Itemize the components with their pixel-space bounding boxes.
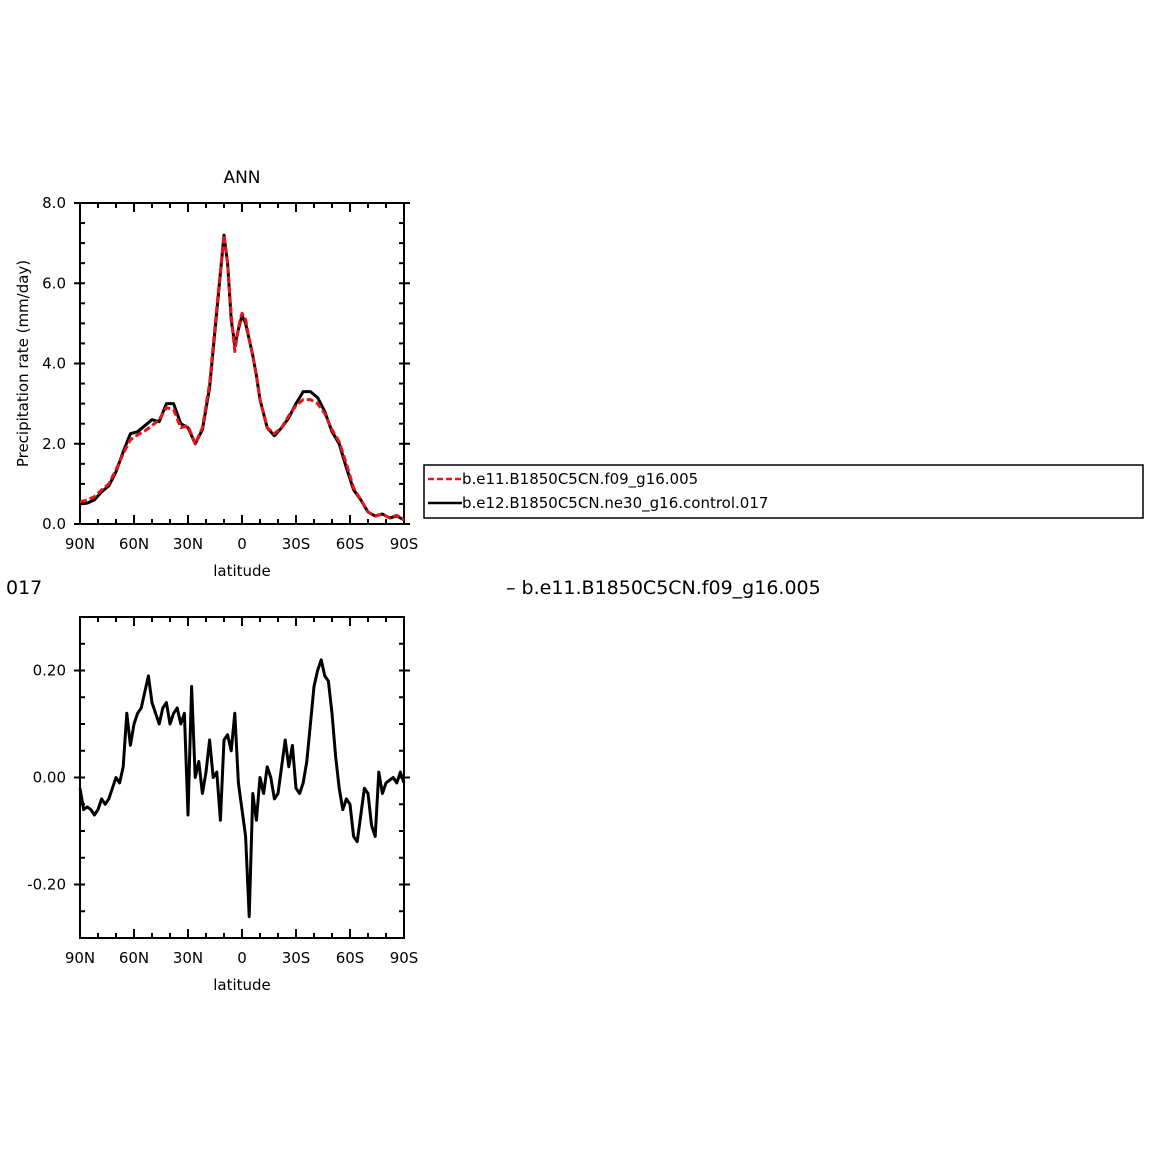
x-tick-label: 90N bbox=[65, 949, 95, 967]
x-tick-label: 30S bbox=[282, 535, 311, 553]
y-tick-label: 8.0 bbox=[42, 194, 66, 212]
top-chart-panel: ANN 90N 60N 30N 0 30S 60S 90S 0.0 2.0 4.0 6.0 8.0 lat… bbox=[14, 168, 418, 580]
plot-frame bbox=[79, 616, 405, 939]
series-line-1 bbox=[79, 233, 405, 522]
bottom-title-fragment-right: – b.e11.B1850C5CN.f09_g16.005 bbox=[506, 577, 821, 599]
legend-label-2: b.e12.B1850C5CN.ne30_g16.control.017 bbox=[462, 494, 768, 513]
x-tick-label: 30S bbox=[282, 949, 311, 967]
x-tick-label: 0 bbox=[237, 949, 247, 967]
x-tick-label: 30N bbox=[173, 949, 203, 967]
y-tick-label: 6.0 bbox=[42, 274, 66, 292]
x-tick-label: 60N bbox=[119, 949, 149, 967]
y-tick-label: 4.0 bbox=[42, 355, 66, 373]
series-line-1 bbox=[78, 658, 406, 919]
legend: b.e11.B1850C5CN.f09_g16.005 b.e12.B1850C… bbox=[423, 464, 1144, 519]
x-tick-label: 60S bbox=[336, 949, 365, 967]
x-tick-label: 60N bbox=[119, 535, 149, 553]
y-tick-label: -0.20 bbox=[27, 876, 66, 894]
y-tick-label: 0.0 bbox=[42, 515, 66, 533]
y-axis-label: Precipitation rate (mm/day) bbox=[14, 260, 32, 467]
legend-box bbox=[423, 464, 1144, 519]
x-tick-label: 90S bbox=[390, 535, 419, 553]
y-tick-label: 0.20 bbox=[33, 662, 66, 680]
x-axis-label: latitude bbox=[213, 976, 271, 994]
x-tick-label: 90S bbox=[390, 949, 419, 967]
x-tick-label: 90N bbox=[65, 535, 95, 553]
plot-frame bbox=[79, 202, 405, 525]
chart-title: ANN bbox=[223, 168, 260, 188]
series-line-2 bbox=[79, 233, 405, 522]
x-tick-label: 60S bbox=[336, 535, 365, 553]
y-tick-label: 2.0 bbox=[42, 435, 66, 453]
bottom-title-fragment-left: 017 bbox=[6, 577, 42, 599]
legend-label-1: b.e11.B1850C5CN.f09_g16.005 bbox=[462, 470, 698, 489]
x-axis-label: latitude bbox=[213, 562, 271, 580]
x-tick-label: 0 bbox=[237, 535, 247, 553]
x-tick-label: 30N bbox=[173, 535, 203, 553]
bottom-chart-panel: 90N 60N 30N 0 30S 60S 90S -0.20 0.00 0.20 latitude bbox=[27, 616, 419, 994]
y-tick-label: 0.00 bbox=[33, 769, 66, 787]
